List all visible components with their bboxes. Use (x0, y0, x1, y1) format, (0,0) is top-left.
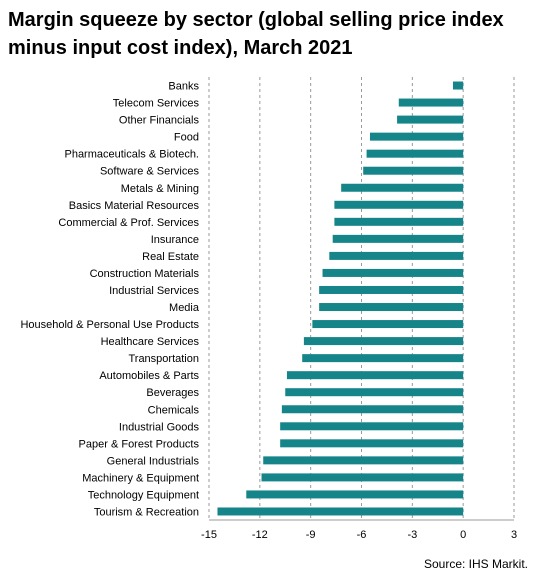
bar (332, 234, 464, 243)
source-note: Source: IHS Markit. (423, 557, 528, 571)
x-tick-label: -12 (252, 529, 268, 541)
bar (363, 166, 464, 175)
category-labels: Banks Telecom Services Other Financials Foo… (20, 81, 199, 519)
bars (217, 81, 464, 516)
category-label: Household & Personal Use Products (20, 319, 199, 331)
category-label: Basics Material Resources (69, 200, 200, 212)
bar (281, 405, 464, 414)
category-label: Automobiles & Parts (99, 370, 199, 382)
category-label: Software & Services (100, 166, 200, 178)
bar (303, 337, 464, 346)
chart-title: Margin squeeze by sector (global selling… (8, 9, 504, 59)
bar (453, 81, 464, 90)
bar (319, 303, 464, 312)
bar (366, 149, 464, 158)
category-label: Real Estate (142, 251, 199, 263)
category-label: Industrial Services (109, 285, 199, 297)
bar (322, 268, 464, 277)
category-label: Chemicals (148, 404, 200, 416)
bar (261, 473, 464, 482)
category-label: General Industrials (107, 455, 200, 467)
category-label: Commercial & Prof. Services (58, 217, 199, 229)
bar (280, 439, 464, 448)
bar (369, 132, 464, 141)
x-tick-label: -6 (357, 529, 367, 541)
x-tick-label: 3 (511, 529, 517, 541)
grid-lines (208, 77, 515, 520)
category-label: Banks (168, 81, 199, 93)
category-label: Technology Equipment (88, 489, 199, 501)
category-label: Transportation (128, 353, 199, 365)
bar (280, 422, 464, 431)
bar (334, 217, 464, 226)
category-label: Tourism & Recreation (94, 506, 199, 518)
bar (397, 115, 464, 124)
category-label: Other Financials (119, 115, 200, 127)
x-tick-label: -3 (407, 529, 417, 541)
category-label: Telecom Services (113, 98, 200, 110)
bar (302, 354, 464, 363)
bar (285, 388, 464, 397)
x-tick-label: 0 (460, 529, 466, 541)
bar (334, 200, 464, 209)
category-label: Pharmaceuticals & Biotech. (64, 149, 199, 161)
category-label: Food (174, 132, 199, 144)
category-label: Metals & Mining (121, 183, 199, 195)
bar (312, 320, 464, 329)
category-label: Machinery & Equipment (82, 472, 199, 484)
tick-labels: -15 -12 -9 -6 -3 0 3 (201, 529, 517, 541)
category-label: Media (169, 302, 200, 314)
category-label: Paper & Forest Products (79, 438, 200, 450)
bar (246, 490, 464, 499)
bar (286, 371, 464, 380)
category-label: Construction Materials (90, 268, 200, 280)
bar (341, 183, 464, 192)
category-label: Insurance (151, 234, 199, 246)
category-label: Beverages (146, 387, 199, 399)
x-tick-label: -9 (306, 529, 316, 541)
bar (398, 98, 464, 107)
bar (217, 507, 464, 516)
bar (263, 456, 464, 465)
bar (319, 285, 464, 294)
category-label: Healthcare Services (101, 336, 200, 348)
bar (329, 251, 464, 260)
x-tick-label: -15 (201, 529, 217, 541)
category-label: Industrial Goods (119, 421, 200, 433)
